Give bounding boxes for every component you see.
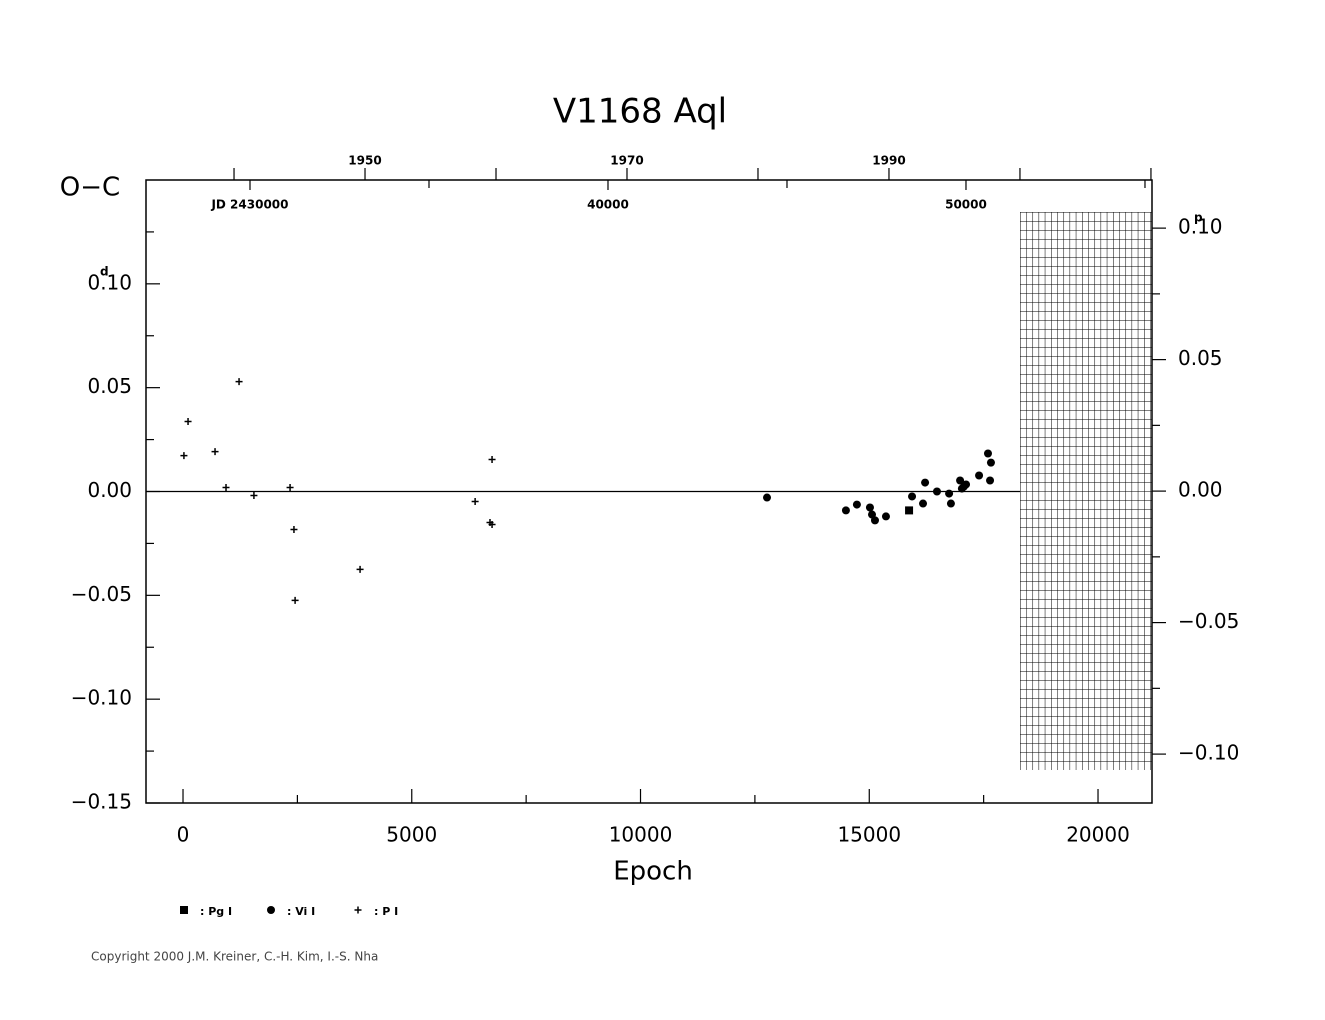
data-point [908,492,917,501]
x-tick-label: 10000 [609,823,673,847]
data-point [211,448,219,456]
x-tick-label: 0 [177,823,190,847]
y2-tick-label: 0.05 [1178,346,1223,370]
data-point [180,452,188,460]
data-point [881,512,890,521]
y2-tick-label: −0.10 [1178,741,1239,765]
data-point [945,489,954,498]
legend-marker [180,906,188,914]
data-point [184,418,192,426]
data-point [983,449,992,458]
data-point [905,506,914,515]
data-point [932,487,941,496]
data-point [286,484,294,492]
y-unit: d [100,264,109,278]
y-tick-label: −0.05 [71,582,132,606]
y-tick-label: −0.10 [71,686,132,710]
legend-label: : Vi I [287,905,315,918]
data-point [919,499,928,508]
y2-tick-label: 0.00 [1178,478,1223,502]
x-axis-label: Epoch [613,857,693,887]
jd-tick-label: 50000 [945,198,987,212]
y-axis-label: O−C [60,173,120,203]
data-point [235,378,243,386]
data-point [250,491,258,499]
data-point [956,476,965,485]
data-point [471,497,479,505]
x-tick-label: 20000 [1066,823,1130,847]
jd-tick-label: 40000 [587,198,629,212]
y-tick-label: 0.00 [87,478,132,502]
copyright: Copyright 2000 J.M. Kreiner, C.-H. Kim, … [91,950,378,964]
data-point [870,516,879,525]
year-tick-label: 1950 [348,154,381,168]
y-tick-label: 0.05 [87,374,132,398]
data-point [841,506,850,515]
data-point [975,471,984,480]
year-tick-label: 1970 [610,154,643,168]
y2-tick-label: −0.05 [1178,609,1239,633]
data-point [291,596,299,604]
data-point [946,499,955,508]
y-tick-label: 0.10 [87,270,132,294]
data-point [763,493,772,502]
data-point [356,565,364,573]
data-point [865,503,874,512]
hatched-region [1020,212,1152,770]
legend-label: : Pg I [200,905,232,918]
x-tick-label: 5000 [386,823,437,847]
data-point [488,521,496,529]
data-point [986,476,995,485]
legend-marker [354,906,362,914]
data-point [222,484,230,492]
legend-marker [267,906,275,914]
data-point [488,456,496,464]
x-tick-label: 15000 [837,823,901,847]
legend-label: : P I [374,905,398,918]
data-point [962,480,971,489]
y2-tick-label: 0.10 [1178,215,1223,239]
year-tick-label: 1990 [872,154,905,168]
data-point [986,458,995,467]
data-point [921,478,930,487]
data-point [290,526,298,534]
data-point [852,500,861,509]
y2-unit: p [1194,211,1203,225]
chart-title: V1168 Aql [553,92,727,132]
y-tick-label: −0.15 [71,790,132,814]
jd-tick-label: JD 2430000 [210,198,288,212]
